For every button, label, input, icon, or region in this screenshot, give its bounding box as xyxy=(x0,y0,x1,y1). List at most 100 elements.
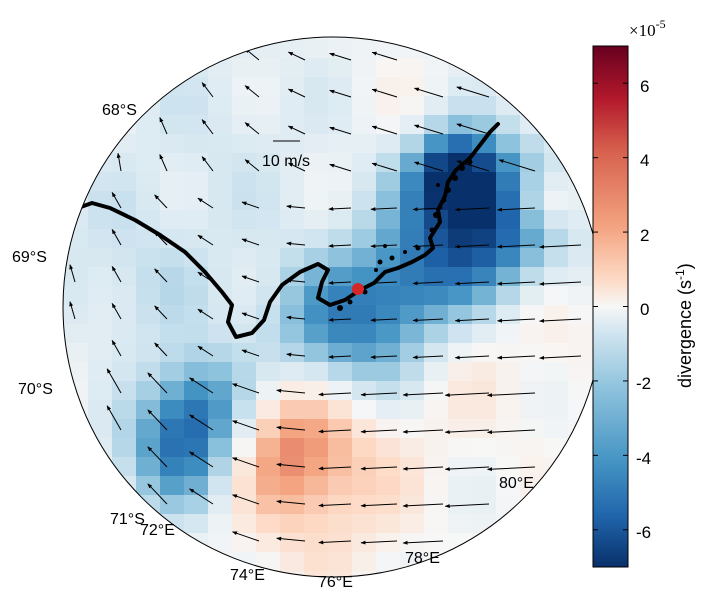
divergence-cell xyxy=(88,286,113,306)
wind-vector xyxy=(197,345,214,357)
divergence-cell xyxy=(496,248,521,268)
wind-vector xyxy=(241,312,260,320)
divergence-cell xyxy=(208,590,233,601)
divergence-cell xyxy=(136,134,161,154)
divergence-cell xyxy=(352,191,377,211)
divergence-cell xyxy=(376,58,401,78)
divergence-cell xyxy=(544,305,569,325)
divergence-cell xyxy=(448,590,473,601)
wind-vector xyxy=(244,122,260,135)
divergence-cell xyxy=(232,37,257,40)
wind-vector xyxy=(412,281,444,286)
divergence-cell xyxy=(63,324,65,344)
wind-vector xyxy=(159,154,168,172)
divergence-cell xyxy=(280,476,305,496)
divergence-cell xyxy=(376,476,401,496)
divergence-cell xyxy=(208,476,233,496)
wind-vector xyxy=(232,383,260,394)
wind-vector xyxy=(318,466,352,471)
divergence-cell xyxy=(376,362,401,382)
divergence-cell xyxy=(64,324,89,344)
divergence-cell xyxy=(352,210,377,230)
divergence-cell xyxy=(136,590,161,601)
divergence-cell xyxy=(88,476,113,496)
divergence-cell xyxy=(88,134,113,154)
divergence-cell xyxy=(544,514,569,534)
divergence-cell xyxy=(280,58,305,78)
divergence-cell xyxy=(328,153,353,173)
divergence-cell xyxy=(448,381,473,401)
divergence-cell xyxy=(448,58,473,78)
divergence-cell xyxy=(568,476,593,496)
coast-islands xyxy=(337,159,473,311)
divergence-cell xyxy=(160,37,185,40)
divergence-cell xyxy=(472,210,497,230)
divergence-cell xyxy=(232,495,257,515)
divergence-cell xyxy=(136,191,161,211)
divergence-cell xyxy=(520,39,545,59)
divergence-cell xyxy=(424,381,449,401)
divergence-cell xyxy=(448,229,473,249)
divergence-cell xyxy=(184,419,209,439)
divergence-cell xyxy=(112,571,137,577)
divergence-cell xyxy=(184,191,209,211)
divergence-cell xyxy=(400,172,425,192)
divergence-cell xyxy=(112,590,137,601)
divergence-cell xyxy=(376,571,401,577)
divergence-cell xyxy=(328,191,353,211)
divergence-cell xyxy=(160,210,185,230)
divergence-cell xyxy=(63,286,65,306)
divergence-cell xyxy=(280,248,305,268)
divergence-cell xyxy=(184,324,209,344)
divergence-cell xyxy=(376,210,401,230)
divergence-cell xyxy=(280,324,305,344)
divergence-cell xyxy=(184,115,209,135)
divergence-cell xyxy=(256,438,281,458)
divergence-cell xyxy=(424,571,449,577)
divergence-cell xyxy=(496,476,521,496)
divergence-cell xyxy=(63,495,65,515)
divergence-cell xyxy=(232,77,257,97)
divergence-cell xyxy=(424,438,449,458)
map-disc xyxy=(63,37,603,601)
divergence-cell xyxy=(256,419,281,439)
divergence-cell xyxy=(232,96,257,116)
divergence-cell xyxy=(280,172,305,192)
divergence-cell xyxy=(400,495,425,515)
divergence-cell xyxy=(232,191,257,211)
divergence-cell xyxy=(424,457,449,477)
divergence-cell xyxy=(304,495,329,515)
divergence-cell xyxy=(424,514,449,534)
wind-vector xyxy=(116,152,122,172)
divergence-cell xyxy=(63,571,65,577)
divergence-cell xyxy=(64,286,89,306)
lat-label-71s: 71°S xyxy=(110,511,145,528)
divergence-cell xyxy=(424,134,449,154)
divergence-cell xyxy=(496,286,521,306)
divergence-cell xyxy=(112,267,137,287)
divergence-cell xyxy=(352,343,377,363)
divergence-cell xyxy=(208,438,233,458)
wind-vector xyxy=(69,264,76,283)
divergence-cell xyxy=(64,37,89,40)
divergence-cell xyxy=(160,419,185,439)
divergence-cell xyxy=(448,248,473,268)
divergence-cell xyxy=(112,191,137,211)
divergence-cell xyxy=(112,324,137,344)
divergence-cell xyxy=(448,400,473,420)
divergence-cell xyxy=(304,153,329,173)
divergence-cell xyxy=(160,153,185,173)
divergence-cell xyxy=(424,286,449,306)
divergence-cell xyxy=(88,172,113,192)
wind-vector xyxy=(497,355,536,360)
divergence-cell xyxy=(64,172,89,192)
divergence-cell xyxy=(424,362,449,382)
divergence-cell xyxy=(160,552,185,572)
wind-vector xyxy=(147,372,168,394)
divergence-cell xyxy=(472,438,497,458)
lon-label-72e: 72°E xyxy=(140,522,175,539)
divergence-cell xyxy=(256,457,281,477)
divergence-cell xyxy=(256,552,281,572)
divergence-cell xyxy=(472,305,497,325)
